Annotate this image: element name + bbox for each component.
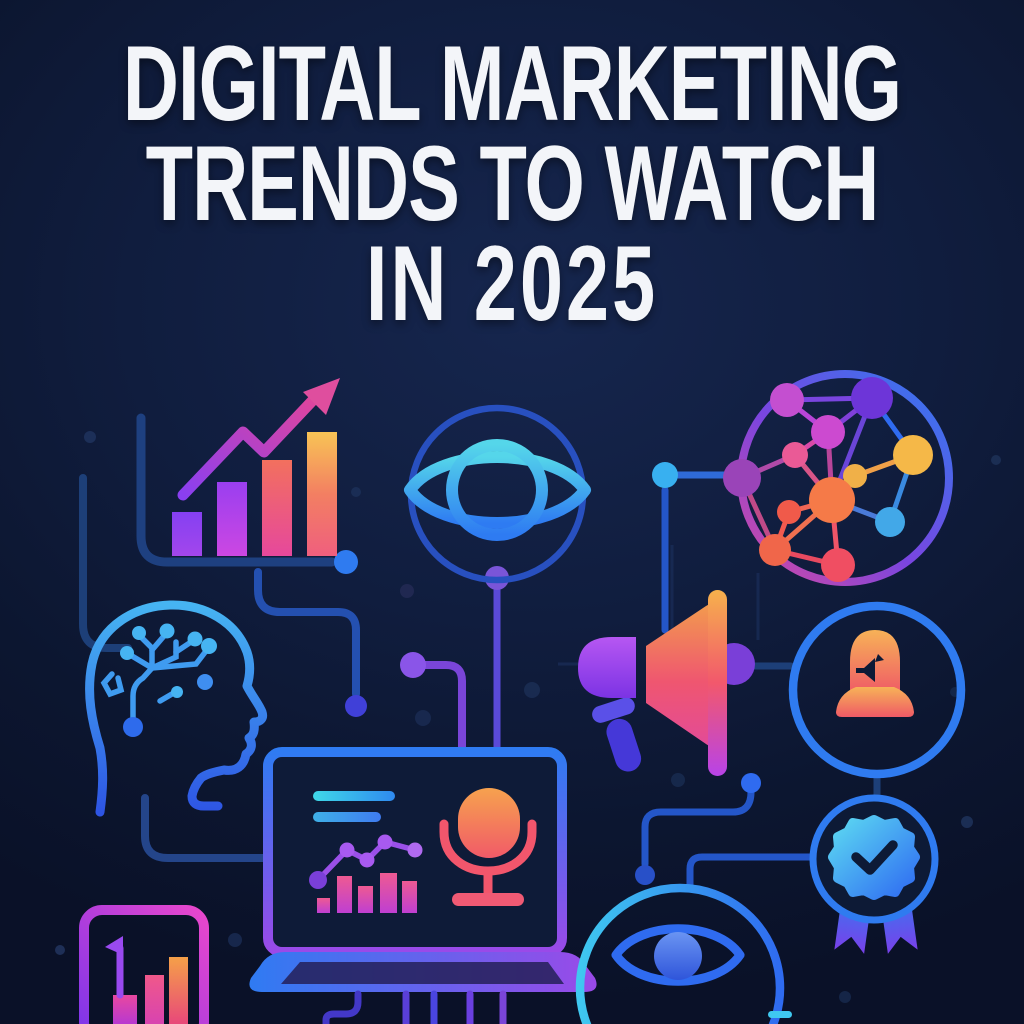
mic-base: [452, 893, 524, 906]
growth-arrow-head: [303, 378, 340, 415]
person-spark-cutout: [875, 654, 884, 662]
report-arrow-flag: [105, 936, 123, 955]
award-badge-icon: [809, 794, 939, 954]
trend-chart-icon: [136, 378, 358, 574]
eye-outline: [404, 451, 591, 529]
chart-axis-node: [334, 550, 358, 574]
trace-node-blue1: [741, 773, 761, 793]
megaphone-handle: [592, 697, 642, 772]
report-page: [79, 905, 209, 1024]
report-bar: [113, 995, 137, 1024]
influencer-badge-icon: [788, 601, 966, 779]
dashboard-content: [309, 788, 537, 913]
award-checkmark: [851, 840, 898, 875]
network-icon: [723, 370, 953, 586]
award-seal: [828, 815, 920, 900]
laptop-keyboard-inner: [281, 962, 564, 984]
cyan-dash: [768, 1011, 792, 1018]
person-shoulders: [836, 687, 914, 717]
chart-axis: [136, 413, 337, 567]
analytics-chart: [309, 834, 423, 913]
trace-award-to-eye: [686, 853, 816, 890]
poster-title: DIGITAL MARKETING TRENDS TO WATCH IN 202…: [0, 24, 1024, 343]
dashboard-text-line: [313, 791, 395, 801]
trace-neck-to-laptop: [141, 794, 270, 862]
report-bar: [145, 975, 164, 1024]
voice-mic-icon: [439, 788, 537, 906]
ai-head-icon: [85, 600, 268, 817]
trace-node-cyan: [652, 462, 678, 488]
trace-node-blue2: [635, 865, 655, 885]
network-nodes: [723, 377, 933, 582]
eye-bottom-iris: [654, 932, 702, 980]
title-line-3: IN 2025: [365, 223, 659, 343]
laptop-descender-traces: [322, 990, 507, 1024]
chart-bar: [262, 460, 292, 556]
growth-arrow: [177, 392, 321, 501]
title-line-2: TRENDS TO WATCH: [145, 123, 880, 243]
chart-bar: [217, 482, 247, 556]
chart-bar: [172, 512, 202, 556]
megaphone-bar: [708, 590, 727, 776]
megaphone-horn: [646, 604, 713, 746]
eye-iris-ring: [446, 439, 548, 541]
eye-icon-bottom: [575, 883, 792, 1024]
trace-purple-elbow: [420, 661, 466, 756]
report-document-icon: [79, 905, 209, 1024]
circuit-traces: [79, 462, 881, 890]
trace-left-edge: [79, 474, 132, 652]
megaphone-dome: [578, 637, 636, 698]
dashboard-text-line: [313, 812, 381, 822]
trace-node-purple: [400, 652, 426, 678]
eye-icon-top: [404, 404, 591, 584]
brain-circuit-nodes: [120, 623, 217, 737]
trace-node: [345, 695, 367, 717]
brain-circuit: [100, 633, 209, 725]
eye-bottom-outline: [611, 924, 745, 986]
trace-down-left: [641, 788, 755, 868]
person-ring: [788, 601, 966, 779]
megaphone-icon: [578, 590, 755, 776]
head-outline: [85, 600, 268, 817]
report-bar: [169, 957, 188, 1024]
mic-capsule: [458, 788, 520, 858]
chart-bar: [307, 432, 337, 556]
title-line-1: DIGITAL MARKETING: [122, 23, 902, 143]
laptop-dashboard-icon: [249, 747, 597, 1024]
person-speaker-cutout: [856, 658, 875, 682]
eye-bottom-ring: [575, 883, 785, 1024]
trace-head-to-node: [254, 568, 360, 698]
eye-orbit-ring: [407, 404, 587, 584]
